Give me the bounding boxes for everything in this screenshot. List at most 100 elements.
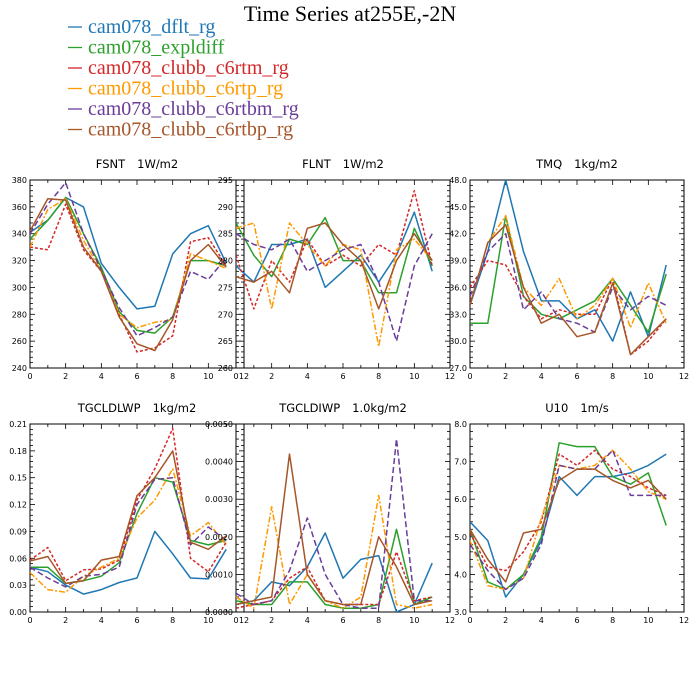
- y-tick-label: 6.0: [454, 495, 467, 504]
- plot-frame: [29, 423, 245, 613]
- series-line-cam078_dflt_rg: [30, 530, 227, 595]
- legend-label: cam078_clubb_c6rtbp_rg: [88, 119, 293, 141]
- series-line-cam078_clubb_c6rtm_rg: [470, 449, 667, 572]
- series-line-cam078_dflt_rg: [236, 532, 433, 612]
- y-tick-label: 240: [12, 364, 27, 373]
- series-line-cam078_clubb_c6rtp_rg: [30, 198, 227, 329]
- x-tick-label: 10: [409, 372, 419, 381]
- x-tick-label: 10: [643, 616, 653, 625]
- panel-variable: U10: [545, 401, 568, 415]
- y-tick-label: 0.21: [9, 420, 27, 429]
- y-tick-label: 0.09: [9, 527, 27, 536]
- series-line-cam078_clubb_c6rtp_rg: [236, 222, 433, 348]
- x-tick-label: 8: [610, 616, 615, 625]
- x-tick-label: 0: [467, 372, 472, 381]
- x-tick-label: 6: [574, 372, 579, 381]
- legend-label: cam078_dflt_rg: [88, 16, 215, 38]
- y-tick-label: 0.0030: [205, 495, 233, 504]
- y-tick-label: 4.0: [454, 570, 467, 579]
- y-tick-label: 280: [12, 310, 27, 319]
- y-tick-label: 8.0: [454, 420, 467, 429]
- panel-unit: 1.0kg/m2: [352, 401, 407, 415]
- x-tick-label: 2: [503, 616, 508, 625]
- series-line-cam078_clubb_c6rtbm_rg: [470, 232, 667, 333]
- x-tick-label: 4: [539, 616, 544, 625]
- series-line-cam078_clubb_c6rtbm_rg: [30, 181, 227, 337]
- x-tick-label: 4: [99, 372, 104, 381]
- y-tick-label: 0.06: [9, 554, 27, 563]
- x-tick-label: 12: [239, 372, 249, 381]
- x-tick-label: 10: [203, 372, 213, 381]
- x-tick-label: 12: [239, 616, 249, 625]
- panel-variable: TGCLDLWP: [77, 401, 141, 415]
- y-tick-label: 39.0: [449, 257, 467, 266]
- series-line-cam078_clubb_c6rtm_rg: [236, 189, 433, 310]
- x-tick-label: 12: [445, 616, 455, 625]
- x-tick-label: 2: [503, 372, 508, 381]
- y-tick-label: 5.0: [454, 533, 467, 542]
- series-group: [236, 189, 433, 348]
- x-tick-label: 2: [269, 616, 274, 625]
- x-tick-label: 0: [27, 616, 32, 625]
- series-group: [30, 181, 227, 353]
- y-tick-label: 270: [218, 310, 233, 319]
- chart-panel-flnt: FLNT 1W/m2 0 2 4 6 8 10 12 260 265 270 275 280 285 290 2…: [218, 157, 455, 381]
- x-tick-label: 8: [376, 616, 381, 625]
- y-tick-label: 3.0: [454, 608, 467, 617]
- y-tick-label: 260: [12, 337, 27, 346]
- x-tick-label: 2: [269, 372, 274, 381]
- series-line-cam078_clubb_c6rtbp_rg: [236, 453, 433, 606]
- x-tick-label: 12: [679, 616, 689, 625]
- y-tick-label: 260: [218, 364, 233, 373]
- series-line-cam078_clubb_c6rtp_rg: [236, 494, 433, 609]
- chart-panel-fsnt: FSNT 1W/m2 0 2 4 6 8 10 12 240 260 280 300 320 340 360 3…: [12, 157, 249, 381]
- series-line-cam078_clubb_c6rtbp_rg: [30, 198, 227, 352]
- y-tick-label: 290: [218, 203, 233, 212]
- y-tick-label: 0.18: [9, 447, 27, 456]
- series-line-cam078_dflt_rg: [470, 180, 667, 342]
- plot-frame: [235, 423, 451, 613]
- legend-label: cam078_expldiff: [88, 37, 225, 59]
- panel-variable: TMQ: [535, 157, 562, 171]
- x-tick-label: 0: [233, 372, 238, 381]
- series-line-cam078_clubb_c6rtbp_rg: [470, 224, 667, 356]
- series-line-cam078_expldiff: [470, 215, 667, 333]
- y-tick-label: 295: [218, 176, 233, 185]
- series-line-cam078_clubb_c6rtm_rg: [30, 203, 227, 353]
- panel-unit: 1kg/m2: [574, 157, 618, 171]
- plot-frame: [469, 179, 685, 369]
- y-tick-label: 360: [12, 203, 27, 212]
- chart-panels: FSNT 1W/m20 2 4 6 8 10 122402602803003203403603…: [9, 157, 689, 625]
- x-tick-label: 6: [340, 616, 345, 625]
- y-tick-label: 33.0: [449, 310, 467, 319]
- y-tick-label: 0.15: [9, 474, 27, 483]
- figure-title: Time Series at255E,-2N: [244, 1, 457, 26]
- series-line-cam078_clubb_c6rtbm_rg: [30, 476, 227, 588]
- y-tick-label: 300: [12, 283, 27, 292]
- x-tick-label: 10: [409, 616, 419, 625]
- series-line-cam078_clubb_c6rtbp_rg: [470, 468, 667, 583]
- series-line-cam078_clubb_c6rtbm_rg: [236, 233, 433, 342]
- y-tick-label: 30.0: [449, 337, 467, 346]
- chart-panel-tgcldiwp: TGCLDIWP 1.0kg/m2 0 2 4 6 8 10 12 0.0000 0.0010 0.0…: [205, 401, 455, 625]
- series-line-cam078_dflt_rg: [30, 196, 227, 310]
- x-tick-label: 6: [134, 616, 139, 625]
- y-tick-label: 45.0: [449, 203, 467, 212]
- panel-variable: FSNT: [96, 157, 126, 171]
- series-line-cam078_expldiff: [470, 442, 667, 591]
- x-tick-label: 4: [305, 372, 310, 381]
- y-tick-label: 0.0050: [205, 420, 233, 429]
- panel-title: TGCLDLWP 1kg/m2: [77, 401, 197, 415]
- y-tick-label: 0.0020: [205, 533, 233, 542]
- series-line-cam078_clubb_c6rtm_rg: [30, 427, 227, 582]
- panel-title: TGCLDIWP 1.0kg/m2: [278, 401, 407, 415]
- y-tick-label: 0.03: [9, 581, 27, 590]
- x-tick-label: 8: [610, 372, 615, 381]
- series-line-cam078_expldiff: [30, 196, 227, 334]
- y-tick-label: 7.0: [454, 458, 467, 467]
- x-tick-label: 12: [679, 372, 689, 381]
- chart-panel-tgcldlwp: TGCLDLWP 1kg/m2 0 2 4 6 8 10 12 0.00 0.03 0.06 0.09 0…: [9, 401, 249, 625]
- series-group: [236, 438, 433, 612]
- y-tick-label: 0.00: [9, 608, 27, 617]
